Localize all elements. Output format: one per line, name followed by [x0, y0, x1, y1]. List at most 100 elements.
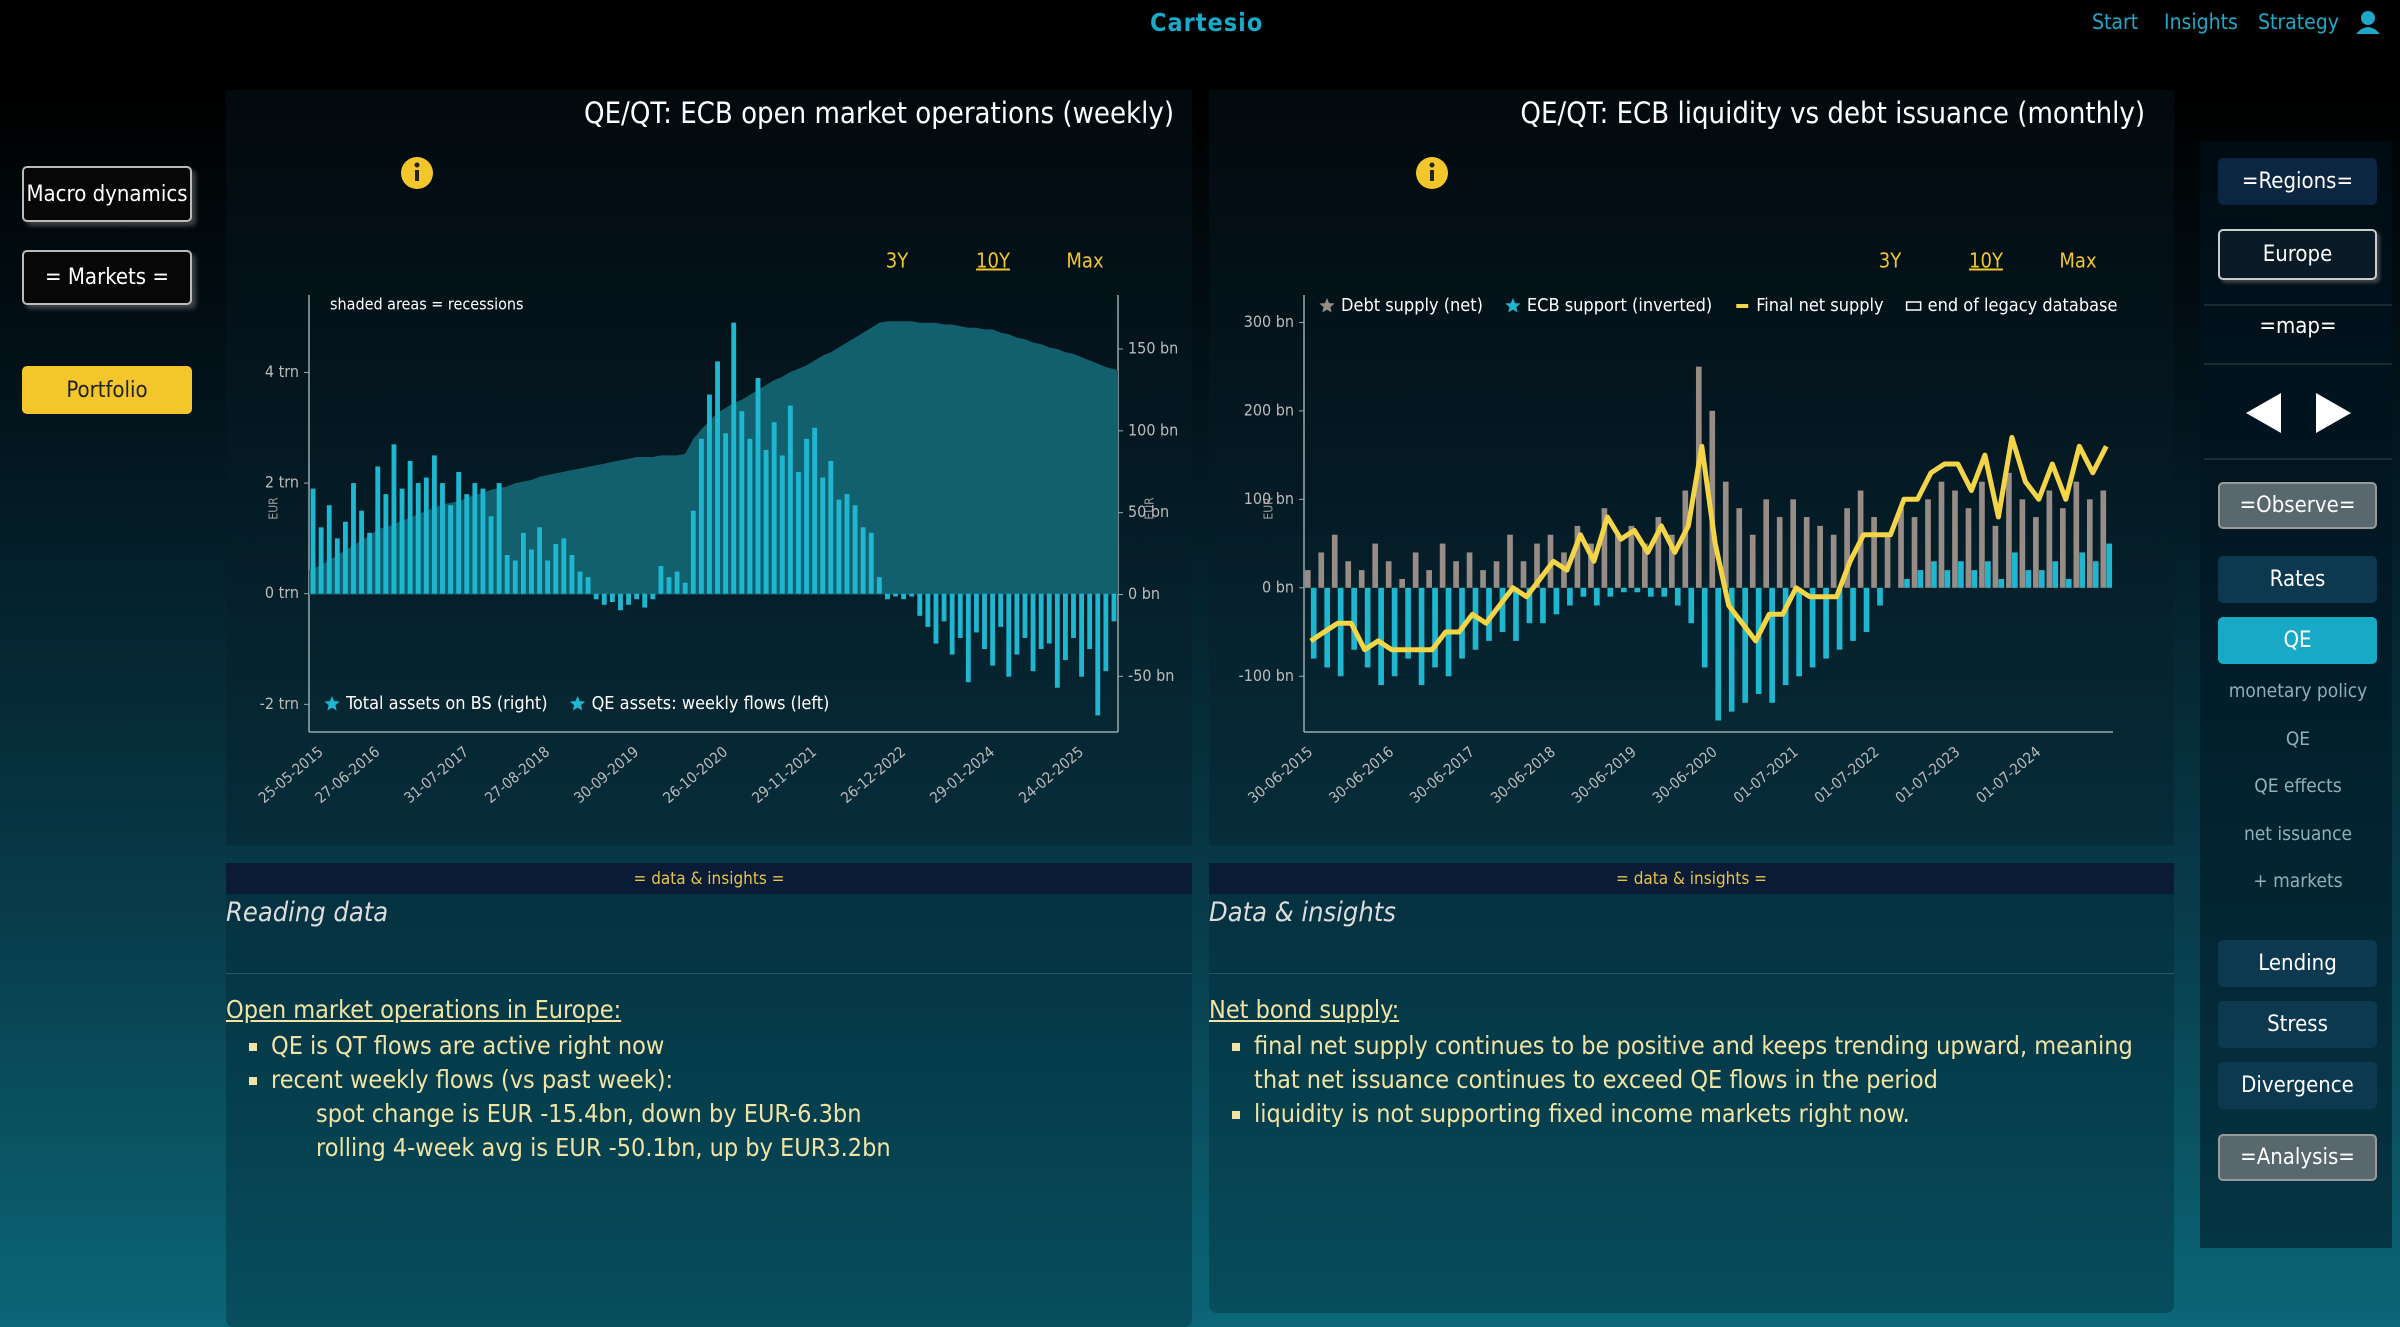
bar — [933, 593, 939, 644]
bar — [1014, 593, 1020, 655]
bar — [1958, 561, 1964, 588]
bar — [804, 438, 809, 594]
sub-menu-item[interactable]: net issuance — [2243, 823, 2353, 845]
menu-button[interactable]: Stress — [2218, 1001, 2377, 1048]
nav-link[interactable]: Start — [2092, 10, 2139, 34]
bar — [1520, 561, 1527, 588]
bar — [1674, 587, 1681, 606]
bar — [1742, 587, 1749, 703]
nav-link[interactable]: Strategy — [2258, 10, 2339, 34]
bar — [1426, 570, 1432, 588]
insight-panel: = data & insights = Reading data Open ma… — [226, 863, 1192, 1327]
range-button[interactable]: 10Y — [1969, 249, 2004, 273]
bar — [2019, 499, 2026, 588]
bar — [399, 488, 405, 594]
y-tick-label: 200 bn — [1244, 400, 1294, 419]
bar — [1728, 587, 1735, 712]
sub-menu-item[interactable]: monetary policy — [2228, 680, 2368, 702]
legend-marker — [1905, 301, 1922, 311]
bar — [1688, 587, 1695, 624]
bar — [1661, 587, 1668, 597]
sub-menu-item[interactable]: QE effects — [2254, 775, 2342, 797]
bar — [965, 593, 971, 683]
range-button[interactable]: 10Y — [976, 249, 1011, 273]
menu-button[interactable]: Divergence — [2218, 1062, 2377, 1109]
bar — [1642, 543, 1648, 588]
bar — [1782, 587, 1789, 686]
bar — [925, 593, 931, 627]
bar — [771, 422, 777, 594]
bar — [391, 444, 397, 594]
bar — [1911, 517, 1918, 588]
annotation: shaded areas = recessions — [330, 295, 524, 314]
y2-tick-label: 150 bn — [1128, 339, 1178, 358]
bar — [1668, 534, 1675, 588]
prev-arrow[interactable] — [2246, 393, 2281, 433]
menu-button[interactable]: Lending — [2218, 940, 2377, 987]
bar — [998, 593, 1004, 627]
menu-button[interactable]: Rates — [2218, 556, 2377, 603]
menu-button[interactable]: = Markets = — [22, 250, 192, 305]
bar — [359, 510, 365, 594]
bar — [1971, 570, 1978, 588]
bar — [553, 543, 559, 594]
menu-button[interactable]: =Analysis= — [2218, 1134, 2377, 1181]
range-button[interactable]: Max — [2059, 249, 2097, 273]
sub-line: rolling 4-week avg is EUR -50.1bn, up by… — [316, 1133, 891, 1162]
nav-link[interactable]: Insights — [2164, 10, 2238, 34]
bar — [1526, 587, 1533, 624]
bar — [431, 455, 437, 594]
bar — [1574, 525, 1581, 588]
bullet: QE is QT flows are active right now — [271, 1029, 891, 1063]
range-button[interactable]: Max — [1066, 249, 1104, 273]
bar — [690, 510, 696, 594]
bar — [2052, 561, 2059, 588]
area — [309, 321, 1118, 595]
bar — [1453, 561, 1459, 588]
panel-list: QE is QT flows are active right now rece… — [226, 1029, 891, 1165]
bar — [375, 466, 381, 594]
bar — [1486, 587, 1492, 641]
bar — [885, 593, 890, 600]
bar — [1850, 587, 1856, 641]
menu-button[interactable]: =Observe= — [2218, 482, 2377, 529]
bar — [496, 483, 502, 594]
line — [1309, 434, 2109, 653]
bar — [488, 516, 494, 594]
next-arrow[interactable] — [2316, 393, 2351, 433]
bar — [731, 322, 737, 594]
bar — [2033, 517, 2039, 588]
region-button[interactable]: Europe — [2218, 229, 2377, 280]
bar — [367, 532, 373, 594]
bar — [893, 593, 898, 597]
panel-subtitle: Net bond supply: — [1209, 995, 1400, 1024]
info-glyph — [1429, 162, 1435, 168]
range-button[interactable]: 3Y — [886, 249, 909, 273]
bar — [1985, 561, 1991, 588]
sub-menu-item[interactable]: QE — [2285, 728, 2311, 750]
range-button[interactable]: 3Y — [1879, 249, 1902, 273]
bar — [2100, 490, 2107, 588]
bar — [537, 527, 542, 594]
menu-button[interactable]: QE — [2218, 617, 2377, 664]
bar — [1304, 570, 1311, 588]
bar — [520, 532, 526, 594]
bar — [1594, 587, 1600, 606]
bar — [326, 505, 332, 594]
bar — [1418, 587, 1425, 686]
user-icon[interactable] — [2356, 11, 2380, 34]
sub-menu-item[interactable]: + markets — [2253, 870, 2343, 892]
bar — [1385, 561, 1392, 588]
info-glyph — [414, 162, 420, 168]
brand[interactable]: Cartesio — [1150, 8, 1264, 37]
bar — [1809, 587, 1816, 668]
bar — [1844, 508, 1850, 588]
legend-marker — [1319, 298, 1335, 313]
menu-button[interactable]: Portfolio — [22, 366, 192, 414]
bar — [1776, 517, 1783, 588]
y-tick-label: 2 trn — [265, 473, 299, 492]
menu-button[interactable]: Macro dynamics — [22, 166, 192, 222]
y-tick-label: 100 bn — [1244, 489, 1294, 508]
menu-button[interactable]: =Regions= — [2218, 158, 2377, 205]
bar — [1087, 593, 1093, 650]
